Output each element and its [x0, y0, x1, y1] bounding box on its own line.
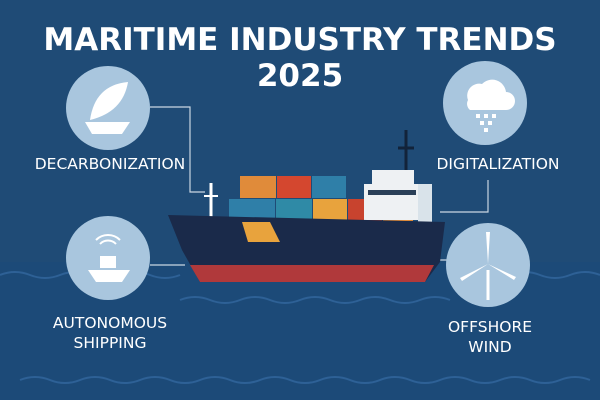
icon-circles	[66, 61, 530, 307]
node-label: DIGITALIZATION	[436, 155, 559, 173]
node-label: AUTONOMOUS	[53, 314, 167, 332]
node-label: DECARBONIZATION	[35, 155, 186, 173]
ship	[168, 130, 445, 282]
title: MARITIME INDUSTRY TRENDS	[43, 22, 556, 58]
title: 2025	[257, 58, 343, 94]
icons	[85, 79, 516, 300]
node-label: OFFSHORE	[448, 318, 532, 336]
node-label: WIND	[468, 338, 511, 356]
node-label: SHIPPING	[74, 334, 147, 352]
